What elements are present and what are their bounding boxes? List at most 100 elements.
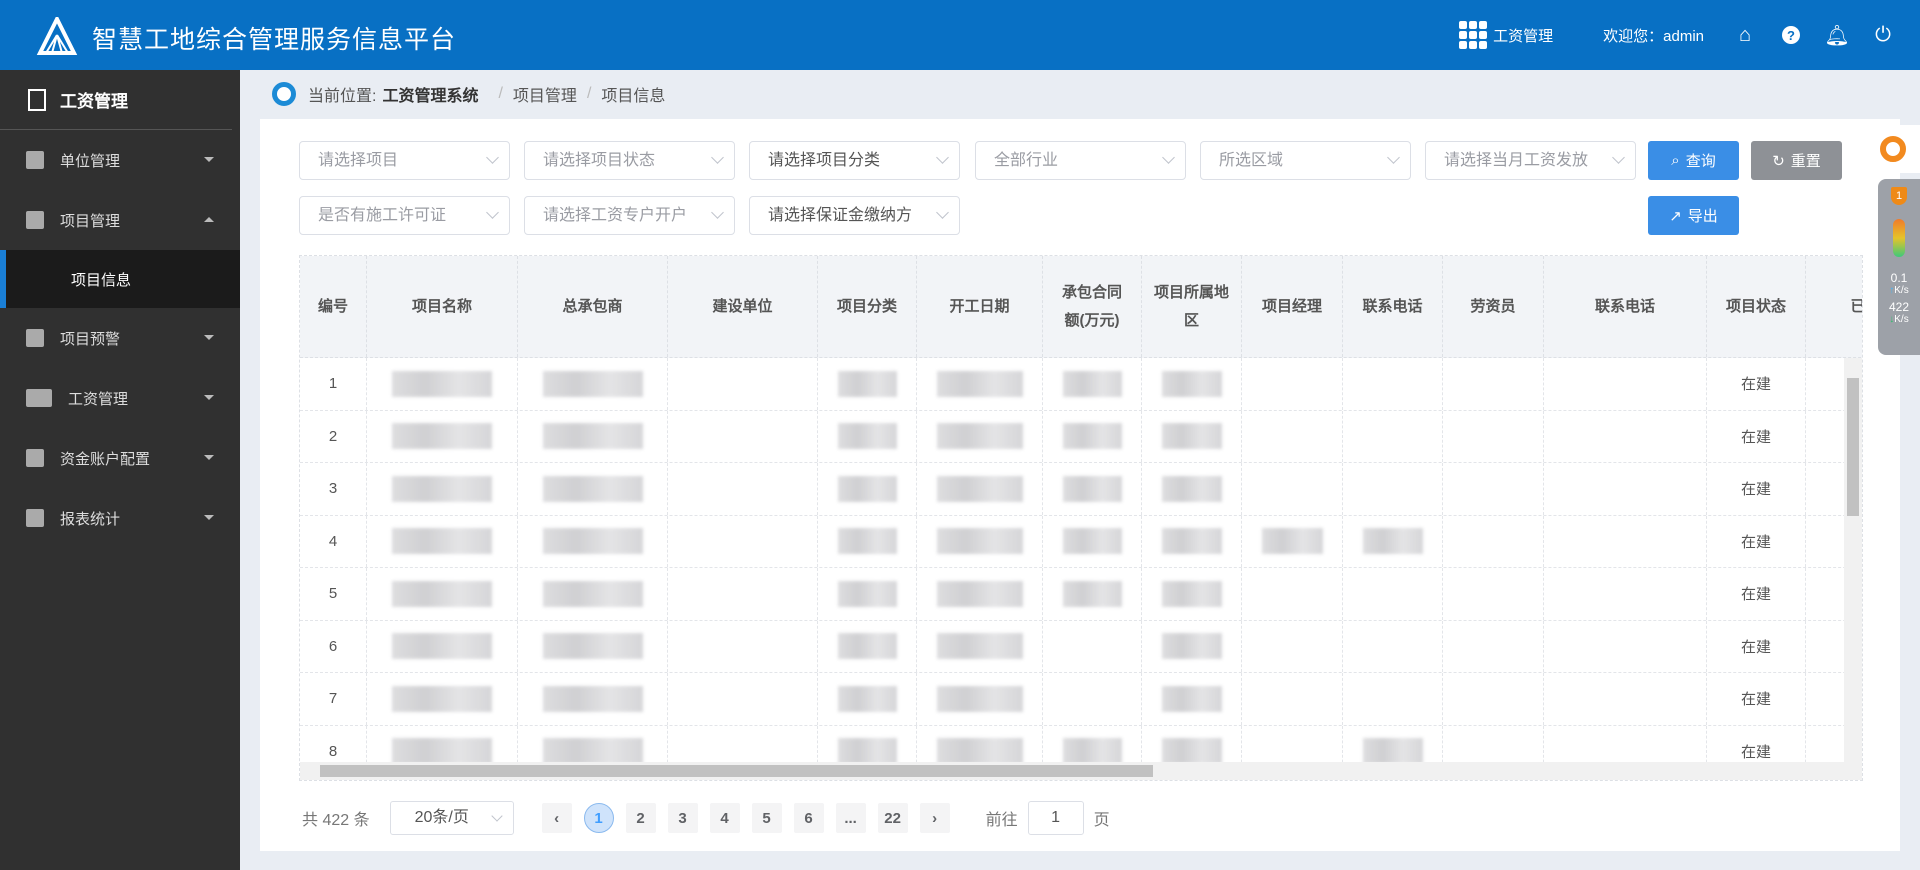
table-cell: 7 — [300, 673, 367, 725]
page-button[interactable]: 5 — [751, 803, 782, 833]
table-cell — [518, 410, 668, 462]
breadcrumb-item[interactable]: 项目管理 — [512, 88, 577, 105]
table-row[interactable]: 7 在建 — [300, 673, 1862, 726]
table-cell — [1343, 515, 1443, 567]
redacted-block — [542, 370, 643, 397]
table-cell — [1343, 673, 1443, 725]
power-icon[interactable]: ⏻ — [1875, 23, 1891, 46]
table-cell: 2 — [300, 410, 367, 462]
page-button[interactable]: 1 — [583, 803, 614, 833]
redacted-block — [936, 633, 1023, 660]
table-cell: 在建 — [1707, 568, 1806, 620]
filter-select[interactable]: 是否有施工许可证 — [299, 196, 510, 235]
table-cell — [1142, 725, 1242, 777]
caret-down-icon — [204, 157, 214, 162]
table-cell — [668, 568, 818, 620]
shield-badge-icon: 1 — [1891, 187, 1907, 205]
breadcrumb: 当前位置: 工资管理系统 / 项目管理 / 项目信息 — [272, 82, 665, 106]
page-size-select[interactable]: 20条/页 — [389, 801, 514, 835]
gauge-bar — [1893, 219, 1905, 257]
table-cell — [518, 358, 668, 410]
bell-icon[interactable]: 🔔︎ — [1824, 24, 1850, 47]
table-cell — [1043, 463, 1142, 515]
column-header: 项目所属地区 — [1142, 256, 1242, 357]
caret-down-icon — [204, 395, 214, 400]
table-cell — [1443, 410, 1544, 462]
sidebar-item-unit[interactable]: 单位管理 — [0, 130, 240, 190]
reset-button[interactable]: ↻ 重置 — [1751, 141, 1842, 180]
page-button[interactable]: 2 — [625, 803, 656, 833]
page-button[interactable]: 3 — [667, 803, 698, 833]
sidebar-item-report[interactable]: 报表统计 — [0, 488, 240, 548]
table-cell: 在建 — [1707, 358, 1806, 410]
table-cell — [1142, 358, 1242, 410]
help-icon[interactable]: ? — [1780, 24, 1802, 46]
table-row[interactable]: 2 在建 — [300, 410, 1862, 463]
table-cell — [1443, 673, 1544, 725]
assistant-logo-icon[interactable] — [1866, 125, 1920, 173]
chevron-down-icon — [711, 206, 724, 219]
module-switcher[interactable]: 工资管理 — [1459, 21, 1553, 49]
table-row[interactable]: 5 在建 — [300, 568, 1862, 621]
table-cell — [668, 620, 818, 672]
query-button[interactable]: ⌕ 查询 — [1648, 141, 1739, 180]
arrow-up-icon: ↑ — [1889, 285, 1895, 296]
next-page-button[interactable]: › — [919, 803, 950, 833]
page-button[interactable]: ... — [835, 803, 866, 833]
table-row[interactable]: 8 在建 — [300, 725, 1862, 778]
column-header: 已发 — [1806, 256, 1862, 357]
export-button[interactable]: ↗ 导出 — [1648, 196, 1739, 235]
table-cell — [668, 358, 818, 410]
filter-select[interactable]: 全部行业 — [975, 141, 1186, 180]
table-cell — [1242, 620, 1343, 672]
prev-page-button[interactable]: ‹ — [541, 803, 572, 833]
column-header: 编号 — [300, 256, 367, 357]
box-icon — [26, 211, 44, 229]
filter-select[interactable]: 请选择当月工资发放 — [1425, 141, 1636, 180]
table-cell — [1544, 620, 1707, 672]
page-button[interactable]: 4 — [709, 803, 740, 833]
table-cell — [1043, 568, 1142, 620]
breadcrumb-item[interactable]: 工资管理系统 — [382, 88, 479, 105]
table-cell — [1343, 725, 1443, 777]
column-header: 项目经理 — [1242, 256, 1343, 357]
home-icon[interactable]: ⌂ — [1738, 23, 1752, 46]
page-button[interactable]: 6 — [793, 803, 824, 833]
table-row[interactable]: 1 在建 — [300, 358, 1862, 411]
chevron-down-icon — [936, 206, 949, 219]
table-cell — [668, 463, 818, 515]
sidebar-item-payroll[interactable]: 工资管理 — [0, 368, 240, 428]
sidebar-item-project-info[interactable]: 项目信息 — [0, 250, 240, 308]
filter-select[interactable]: 请选择项目分类 — [749, 141, 960, 180]
table-row[interactable]: 6 在建 — [300, 620, 1862, 673]
filter-select[interactable]: 请选择工资专户开户 — [524, 196, 735, 235]
filter-select[interactable]: 请选择保证金缴纳方 — [749, 196, 960, 235]
filter-select[interactable]: 请选择项目 — [299, 141, 510, 180]
table-cell: 1 — [300, 358, 367, 410]
filter-select[interactable]: 所选区域 — [1200, 141, 1411, 180]
sidebar-item-account[interactable]: 资金账户配置 — [0, 428, 240, 488]
table-cell — [1544, 515, 1707, 567]
table-row[interactable]: 3 在建 — [300, 463, 1862, 516]
horizontal-scrollbar[interactable] — [300, 762, 1862, 780]
filter-select[interactable]: 请选择项目状态 — [524, 141, 735, 180]
table-cell — [917, 358, 1043, 410]
network-monitor-widget[interactable]: 1 0.1 ↑K/s 422 ↓K/s — [1866, 125, 1920, 355]
redacted-block — [1062, 423, 1122, 450]
redacted-block — [542, 633, 643, 660]
column-header: 建设单位 — [668, 256, 818, 357]
table-cell — [1343, 358, 1443, 410]
table-cell — [1043, 358, 1142, 410]
table-cell: 在建 — [1707, 620, 1806, 672]
table-cell — [1443, 515, 1544, 567]
sidebar-item-warning[interactable]: 项目预警 — [0, 308, 240, 368]
page-button[interactable]: 22 — [877, 803, 908, 833]
project-table: 编号 项目名称 总承包商 建设单位 项目分类 开工日期 承包合同额(万元) 项目所属地区 项目经… — [299, 255, 1863, 781]
goto-page-input[interactable]: 1 — [1027, 801, 1084, 835]
table-cell — [1242, 673, 1343, 725]
table-row[interactable]: 4 在建 — [300, 515, 1862, 568]
vertical-scrollbar[interactable] — [1844, 358, 1862, 764]
table-cell — [1242, 410, 1343, 462]
table-cell — [1242, 515, 1343, 567]
sidebar-item-project[interactable]: 项目管理 — [0, 190, 240, 250]
